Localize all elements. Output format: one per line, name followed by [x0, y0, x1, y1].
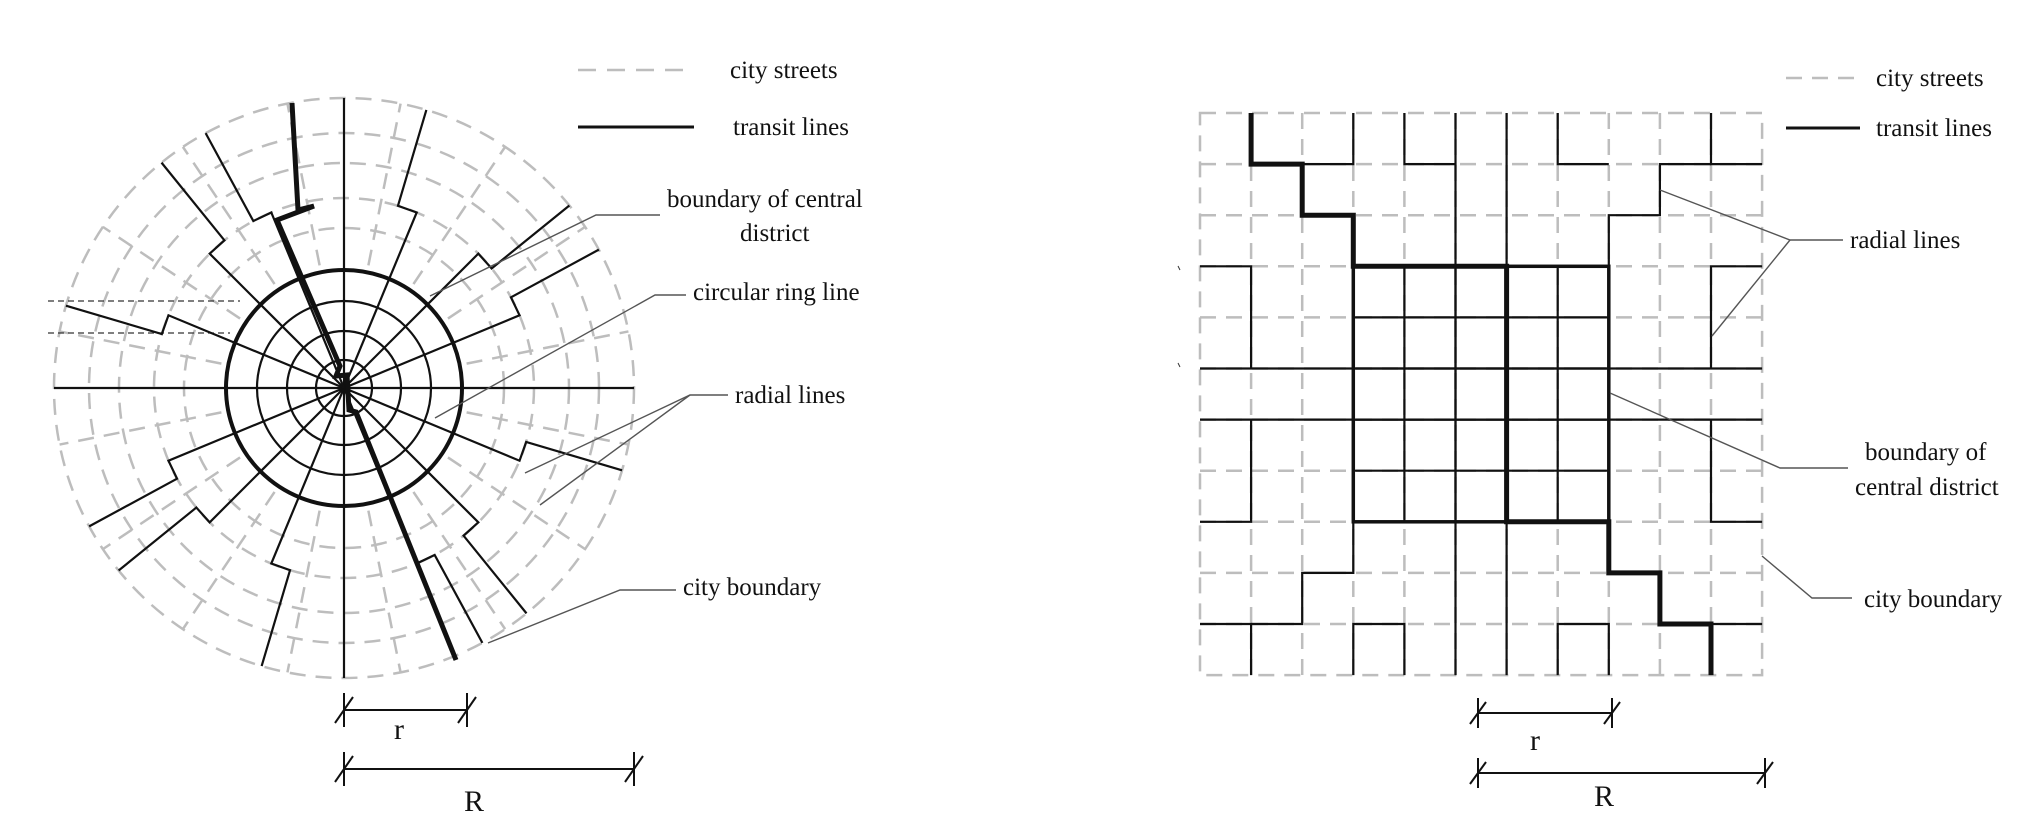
- main-transit-line: [273, 102, 459, 661]
- radial-street: [59, 411, 222, 446]
- radial-stepped-line: [1556, 622, 1610, 676]
- radial-transit-line: [388, 496, 484, 644]
- central-spoke: [343, 341, 454, 390]
- central-spoke: [343, 303, 429, 389]
- grid-label-city-boundary: city boundary: [1864, 586, 2003, 613]
- central-spoke: [259, 303, 345, 389]
- central-spoke: [342, 278, 391, 389]
- leader-city-boundary: [487, 589, 676, 644]
- grid-dimension-r: [1469, 698, 1621, 728]
- grid-transit-network: [1200, 113, 1763, 676]
- grid-dimension-R: [1469, 758, 1774, 788]
- radial-street: [102, 456, 241, 551]
- radial-street: [412, 491, 507, 630]
- radial-street: [181, 491, 276, 630]
- dimension-R-label: R: [464, 785, 484, 818]
- legend-transit-label: transit lines: [733, 114, 849, 141]
- radial-stepped-line: [1200, 622, 1253, 676]
- central-spoke: [297, 387, 346, 498]
- radial-transit-line: [204, 132, 300, 280]
- label-radial-lines: radial lines: [735, 382, 845, 409]
- radial-street: [102, 225, 241, 320]
- margin-tick: [1177, 362, 1181, 368]
- grid-dimension-R-label: R: [1594, 780, 1614, 813]
- radial-street: [181, 146, 276, 285]
- grid-legend-transit-label: transit lines: [1876, 115, 1992, 142]
- label-city-boundary: city boundary: [683, 574, 822, 601]
- label-central-boundary-line2: district: [740, 220, 809, 247]
- leader-radial-lines: [524, 394, 728, 474]
- radial-stepped-line: [1200, 419, 1253, 523]
- grid-leader-lines: [1177, 189, 1852, 599]
- radial-transit-line: [388, 109, 428, 280]
- radial-street: [447, 225, 586, 320]
- radial-street: [412, 146, 507, 285]
- leader-radial-lines: [1711, 239, 1791, 337]
- central-spoke: [343, 387, 429, 473]
- leader-ring-line: [434, 294, 686, 419]
- radial-street: [466, 411, 629, 446]
- dimension-R: [334, 752, 644, 786]
- radial-street: [447, 456, 586, 551]
- radial-stepped-line: [1556, 113, 1609, 166]
- radial-street: [59, 330, 222, 365]
- leader-central-boundary: [1609, 392, 1848, 469]
- radial-transit-line: [117, 470, 262, 572]
- city-boundary-square: [1198, 111, 1764, 677]
- radial-transit-line: [65, 304, 236, 344]
- radial-stepped-line: [1709, 265, 1763, 369]
- central-spoke: [259, 387, 345, 473]
- central-spoke: [234, 341, 345, 390]
- radial-leader-lines: [429, 214, 728, 644]
- grid-label-central-boundary-line1: boundary of: [1865, 439, 1987, 466]
- radial-stepped-line: [1403, 113, 1456, 166]
- radial-stepped-line: [1251, 521, 1355, 626]
- radial-transit-line: [260, 496, 300, 667]
- central-spoke: [234, 386, 345, 435]
- radial-street: [286, 510, 321, 673]
- legend-street-label: city streets: [730, 57, 838, 84]
- radial-transit-line: [452, 248, 600, 344]
- radial-stepped-line: [1301, 113, 1355, 267]
- grid-dimension-r-label: r: [1530, 724, 1540, 757]
- radial-stepped-line: [1709, 113, 1763, 166]
- radial-city-diagram: city streets transit lines boundary of c…: [48, 57, 863, 818]
- grid-legend-street-label: city streets: [1876, 65, 1984, 92]
- radial-transit-line: [426, 470, 528, 615]
- grid-label-radial-lines: radial lines: [1850, 227, 1960, 254]
- label-ring-line: circular ring line: [693, 279, 860, 306]
- leader-central-boundary: [429, 214, 660, 297]
- margin-tick: [1177, 265, 1181, 271]
- radial-street: [367, 103, 402, 266]
- dimension-r: [334, 693, 477, 727]
- radial-transit-network: [54, 98, 634, 678]
- radial-transit-line: [426, 204, 571, 306]
- radial-street: [466, 330, 629, 365]
- radial-stepped-line: [1607, 163, 1711, 267]
- radial-street: [367, 510, 402, 673]
- dimension-r-label: r: [394, 713, 404, 746]
- radial-stepped-line: [1200, 265, 1253, 369]
- leader-city-boundary: [1761, 555, 1852, 599]
- radial-stepped-line: [1352, 622, 1406, 676]
- radial-transit-line: [160, 161, 262, 306]
- central-spoke: [343, 386, 454, 435]
- radial-transit-line: [452, 432, 623, 472]
- label-central-boundary-line1: boundary of central: [667, 186, 863, 213]
- central-district-boundary: [1351, 264, 1611, 524]
- grid-city-diagram: city streets transit lines radial lines …: [1177, 65, 2003, 813]
- main-transit-line: [1248, 113, 1714, 676]
- radial-transit-line: [88, 432, 236, 528]
- radial-stepped-line: [1709, 419, 1763, 523]
- leader-radial-lines: [539, 394, 691, 506]
- grid-label-central-boundary-line2: central district: [1855, 474, 1999, 501]
